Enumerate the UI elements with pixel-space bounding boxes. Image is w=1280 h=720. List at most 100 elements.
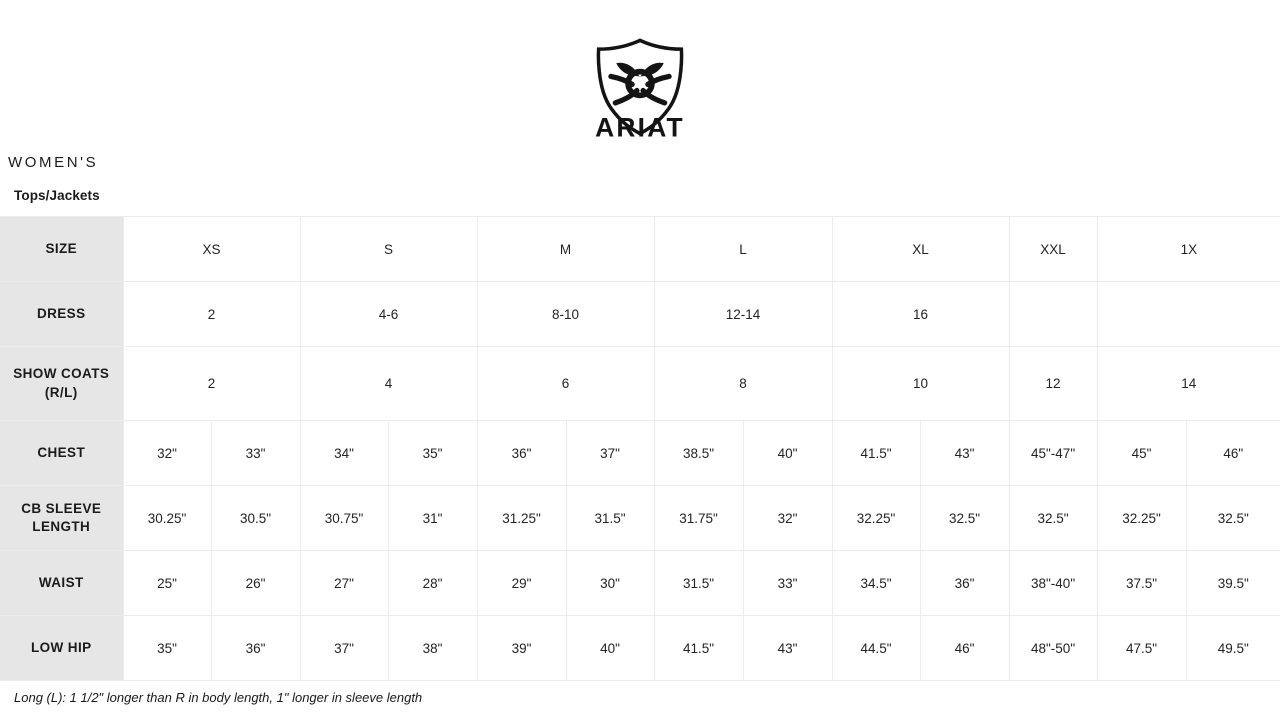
waist-xs-a: 25": [122, 550, 212, 616]
dress-xl: 16: [831, 281, 1010, 347]
show-coats-xxl: 12: [1008, 346, 1098, 421]
cb-sleeve-1x-a: 32.25": [1096, 485, 1187, 551]
row-label-waist: WAIST: [0, 550, 124, 616]
chest-l-b: 40": [742, 420, 833, 486]
low-hip-s-b: 38": [387, 615, 478, 681]
row-label-chest: CHEST: [0, 420, 124, 486]
size-chart-container: SIZE XS S M L XL XXL 1X DRESS 2 4-6 8-10…: [0, 216, 1280, 681]
chest-s-a: 34": [299, 420, 389, 486]
row-label-low-hip: LOW HIP: [0, 615, 124, 681]
category-title: Tops/Jackets: [14, 188, 100, 203]
brand-header: ARIAT: [0, 0, 1280, 140]
chest-s-b: 35": [387, 420, 478, 486]
dress-xs: 2: [122, 281, 301, 347]
low-hip-l-a: 41.5": [653, 615, 744, 681]
dress-l: 12-14: [653, 281, 833, 347]
waist-l-a: 31.5": [653, 550, 744, 616]
row-label-show-coats: SHOW COATS (R/L): [0, 346, 124, 421]
cb-sleeve-l-b: 32": [742, 485, 833, 551]
ariat-shield-logo-icon: ARIAT: [595, 38, 685, 140]
low-hip-xs-a: 35": [122, 615, 212, 681]
gender-title: WOMEN'S: [8, 154, 99, 171]
low-hip-xl-b: 46": [919, 615, 1010, 681]
waist-s-a: 27": [299, 550, 389, 616]
chest-m-a: 36": [476, 420, 567, 486]
table-row-low-hip: LOW HIP 35" 36" 37" 38" 39" 40" 41.5" 43…: [0, 615, 1280, 681]
row-label-show-coats-line2: (R/L): [44, 384, 78, 400]
row-label-show-coats-line1: SHOW COATS: [13, 366, 110, 382]
cb-sleeve-xs-b: 30.5": [210, 485, 301, 551]
low-hip-xxl: 48"-50": [1008, 615, 1098, 681]
dress-s: 4-6: [299, 281, 478, 347]
table-row-show-coats: SHOW COATS (R/L) 2 4 6 8 10 12 14: [0, 346, 1280, 421]
low-hip-l-b: 43": [742, 615, 833, 681]
cb-sleeve-xl-b: 32.5": [919, 485, 1010, 551]
waist-1x-b: 39.5": [1185, 550, 1280, 616]
chest-xs-a: 32": [122, 420, 212, 486]
waist-m-a: 29": [476, 550, 567, 616]
cb-sleeve-1x-b: 32.5": [1185, 485, 1280, 551]
cb-sleeve-s-a: 30.75": [299, 485, 389, 551]
size-header-xs: XS: [122, 216, 301, 282]
cb-sleeve-m-a: 31.25": [476, 485, 567, 551]
row-label-cb-sleeve-line2: LENGTH: [32, 519, 91, 534]
low-hip-xl-a: 44.5": [831, 615, 921, 681]
low-hip-m-b: 40": [565, 615, 655, 681]
show-coats-1x: 14: [1096, 346, 1280, 421]
chest-xs-b: 33": [210, 420, 301, 486]
size-chart-body: SIZE XS S M L XL XXL 1X DRESS 2 4-6 8-10…: [0, 216, 1280, 681]
table-row-cb-sleeve-length: CB SLEEVE LENGTH 30.25" 30.5" 30.75" 31"…: [0, 485, 1280, 551]
cb-sleeve-l-a: 31.75": [653, 485, 744, 551]
chest-xxl: 45"-47": [1008, 420, 1098, 486]
row-label-cb-sleeve-line1: CB SLEEVE: [21, 500, 102, 516]
table-row-chest: CHEST 32" 33" 34" 35" 36" 37" 38.5" 40" …: [0, 420, 1280, 486]
chest-xl-b: 43": [919, 420, 1010, 486]
waist-xxl: 38"-40": [1008, 550, 1098, 616]
low-hip-m-a: 39": [476, 615, 567, 681]
cb-sleeve-xs-a: 30.25": [122, 485, 212, 551]
waist-s-b: 28": [387, 550, 478, 616]
table-row-waist: WAIST 25" 26" 27" 28" 29" 30" 31.5" 33" …: [0, 550, 1280, 616]
size-header-s: S: [299, 216, 478, 282]
size-header-xxl: XXL: [1008, 216, 1098, 282]
dress-xxl: [1008, 281, 1098, 347]
show-coats-l: 8: [653, 346, 833, 421]
cb-sleeve-xl-a: 32.25": [831, 485, 921, 551]
low-hip-xs-b: 36": [210, 615, 301, 681]
size-chart-footnote: Long (L): 1 1/2" longer than R in body l…: [14, 690, 423, 705]
waist-1x-a: 37.5": [1096, 550, 1187, 616]
table-row-size: SIZE XS S M L XL XXL 1X: [0, 216, 1280, 282]
chest-1x-a: 45": [1096, 420, 1187, 486]
row-label-dress: DRESS: [0, 281, 124, 347]
row-label-cb-sleeve-length: CB SLEEVE LENGTH: [0, 485, 124, 551]
waist-xl-b: 36": [919, 550, 1010, 616]
waist-xs-b: 26": [210, 550, 301, 616]
size-header-xl: XL: [831, 216, 1010, 282]
waist-l-b: 33": [742, 550, 833, 616]
waist-m-b: 30": [565, 550, 655, 616]
cb-sleeve-s-b: 31": [387, 485, 478, 551]
show-coats-s: 4: [299, 346, 478, 421]
size-header-1x: 1X: [1096, 216, 1280, 282]
size-chart-table: SIZE XS S M L XL XXL 1X DRESS 2 4-6 8-10…: [0, 216, 1280, 681]
low-hip-1x-b: 49.5": [1185, 615, 1280, 681]
low-hip-s-a: 37": [299, 615, 389, 681]
dress-1x: [1096, 281, 1280, 347]
chest-1x-b: 46": [1185, 420, 1280, 486]
show-coats-xl: 10: [831, 346, 1010, 421]
size-header-l: L: [653, 216, 833, 282]
show-coats-m: 6: [476, 346, 655, 421]
brand-wordmark: ARIAT: [595, 112, 685, 140]
chest-xl-a: 41.5": [831, 420, 921, 486]
chest-m-b: 37": [565, 420, 655, 486]
dress-m: 8-10: [476, 281, 655, 347]
waist-xl-a: 34.5": [831, 550, 921, 616]
chest-l-a: 38.5": [653, 420, 744, 486]
low-hip-1x-a: 47.5": [1096, 615, 1187, 681]
table-row-dress: DRESS 2 4-6 8-10 12-14 16: [0, 281, 1280, 347]
row-label-size: SIZE: [0, 216, 124, 282]
show-coats-xs: 2: [122, 346, 301, 421]
size-header-m: M: [476, 216, 655, 282]
cb-sleeve-xxl: 32.5": [1008, 485, 1098, 551]
cb-sleeve-m-b: 31.5": [565, 485, 655, 551]
